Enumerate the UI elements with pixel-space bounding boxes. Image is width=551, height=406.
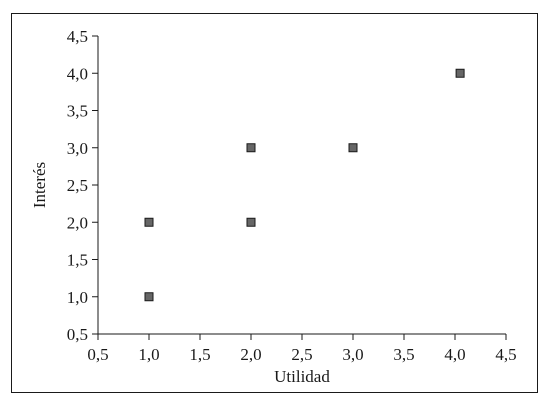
y-tick-label: 3,0 — [67, 139, 88, 158]
x-tick-label: 2,5 — [291, 345, 312, 364]
x-tick-labels: 0,5 1,0 1,5 2,0 2,5 3,0 3,5 4,0 4,5 — [87, 334, 517, 364]
data-point — [144, 217, 154, 227]
y-tick-label: 4,0 — [67, 64, 88, 83]
x-tick-label: 1,5 — [189, 345, 210, 364]
data-points — [144, 68, 465, 302]
x-tick-label: 0,5 — [87, 345, 108, 364]
data-point — [246, 143, 256, 153]
x-tick-label: 3,0 — [342, 345, 363, 364]
y-tick-label: 0,5 — [67, 325, 88, 344]
x-tick-label: 4,5 — [495, 345, 516, 364]
y-tick-label: 3,5 — [67, 102, 88, 121]
y-tick-labels: 0,5 1,0 1,5 2,0 2,5 3,0 3,5 4,0 4,5 — [67, 27, 98, 344]
x-axis-title: Utilidad — [274, 367, 330, 386]
data-point — [246, 217, 256, 227]
data-point — [348, 143, 358, 153]
data-point — [455, 68, 465, 78]
chart-frame — [11, 13, 538, 393]
x-tick-label: 1,0 — [138, 345, 159, 364]
y-tick-label: 1,0 — [67, 288, 88, 307]
y-tick-label: 4,5 — [67, 27, 88, 46]
x-tick-label: 3,5 — [393, 345, 414, 364]
x-tick-label: 4,0 — [444, 345, 465, 364]
y-tick-label: 2,0 — [67, 213, 88, 232]
y-tick-label: 2,5 — [67, 176, 88, 195]
x-tick-label: 2,0 — [240, 345, 261, 364]
axes — [97, 36, 506, 335]
y-tick-label: 1,5 — [67, 251, 88, 270]
data-point — [144, 292, 154, 302]
y-axis-title: Interés — [30, 162, 49, 208]
